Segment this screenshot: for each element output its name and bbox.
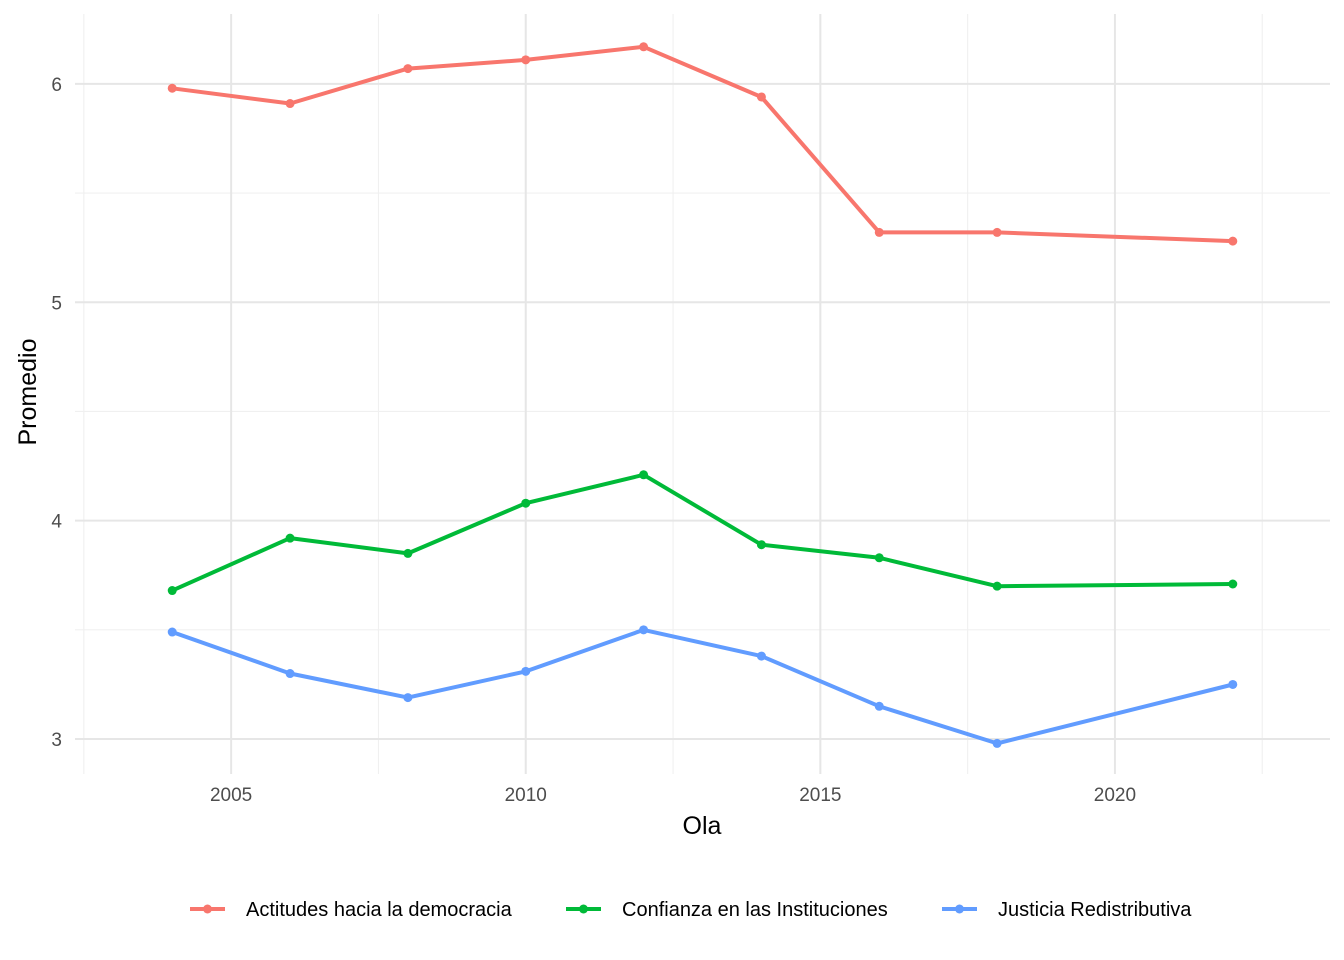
data-point [521, 498, 531, 508]
legend: Actitudes hacia la democracia Confianza e… [190, 899, 1192, 921]
series-line [171, 472, 1233, 593]
data-point [403, 548, 413, 558]
legend-key-point [203, 904, 212, 914]
data-point [167, 83, 177, 93]
data-point [521, 55, 531, 65]
legend-label: Justicia Redistributiva [998, 899, 1192, 921]
data-point [1228, 679, 1238, 689]
legend-item: Confianza en las Instituciones [566, 899, 888, 921]
data-point [639, 625, 649, 635]
data-point [756, 92, 766, 102]
grid [75, 14, 1330, 774]
y-axis-ticks: 3 4 5 6 [51, 75, 62, 751]
x-tick-label: 2015 [799, 785, 841, 806]
legend-label: Confianza en las Instituciones [622, 899, 888, 921]
data-point [167, 627, 177, 637]
data-point [874, 701, 884, 711]
data-point [403, 64, 413, 74]
series-2 [167, 470, 1238, 596]
data-point [992, 581, 1002, 591]
y-tick-label: 4 [51, 512, 62, 533]
data-point [403, 693, 413, 703]
legend-key-point [579, 904, 588, 914]
data-point [756, 540, 766, 550]
data-point [874, 227, 884, 237]
legend-item: Actitudes hacia la democracia [190, 899, 513, 921]
legend-item: Justicia Redistributiva [942, 899, 1192, 921]
data-point [992, 738, 1002, 748]
data-point [874, 553, 884, 563]
data-point [521, 666, 531, 676]
data-point [992, 227, 1002, 237]
series-3 [167, 625, 1238, 748]
data-point [639, 470, 649, 480]
y-tick-label: 6 [51, 75, 62, 96]
series-line [171, 44, 1233, 244]
data-point [639, 42, 649, 52]
x-axis-title: Ola [683, 812, 722, 840]
x-tick-label: 2010 [505, 785, 547, 806]
legend-label: Actitudes hacia la democracia [246, 899, 513, 921]
y-axis-title: Promedio [14, 339, 42, 446]
y-tick-label: 3 [51, 730, 62, 751]
x-axis-ticks: 2005 2010 2015 2020 [210, 785, 1136, 806]
data-point [285, 99, 295, 109]
x-tick-label: 2020 [1094, 785, 1136, 806]
x-tick-label: 2005 [210, 785, 252, 806]
data-point [285, 669, 295, 679]
y-tick-label: 5 [51, 293, 62, 314]
series-lines [167, 42, 1238, 748]
data-point [167, 586, 177, 596]
data-point [1228, 579, 1238, 589]
series-1 [167, 42, 1238, 246]
data-point [285, 533, 295, 543]
legend-key-point [955, 904, 964, 914]
data-point [756, 651, 766, 661]
data-point [1228, 236, 1238, 246]
series-line [171, 627, 1234, 746]
